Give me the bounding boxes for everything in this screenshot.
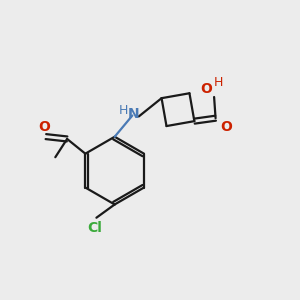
Text: Cl: Cl [88,221,102,235]
Text: O: O [220,120,232,134]
Text: O: O [200,82,212,96]
Text: H: H [119,104,128,117]
Text: H: H [214,76,223,89]
Text: N: N [128,107,140,121]
Text: O: O [38,120,50,134]
